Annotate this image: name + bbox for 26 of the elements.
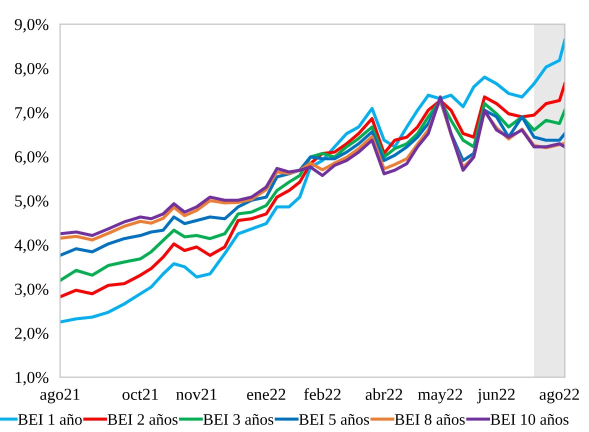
- x-tick-label: abr22: [366, 388, 402, 400]
- line-series: [60, 38, 565, 324]
- y-tick-label: 5,0%: [15, 195, 48, 210]
- x-tick-label: feb22: [304, 388, 341, 400]
- x-tick-label: ago21: [40, 388, 80, 404]
- y-tick-label: 4,0%: [14, 239, 48, 254]
- legend-label: BEI 5 años: [299, 414, 370, 425]
- y-tick-label: 6,0%: [14, 151, 48, 165]
- y-tick-label: 7,0%: [15, 107, 48, 121]
- line-series: [60, 82, 565, 298]
- y-tick-label: 8,0%: [14, 63, 48, 77]
- legend-label: BEI 1 año: [18, 414, 82, 425]
- x-tick-label: ene22: [247, 388, 286, 400]
- x-tick-label: ago22: [540, 388, 579, 404]
- y-tick-label: 9,0%: [14, 18, 48, 33]
- legend-label: BEI 10 años: [490, 414, 568, 425]
- y-tick-label: 2,0%: [14, 328, 48, 342]
- legend-label: BEI 2 años: [108, 414, 178, 425]
- x-tick-label: oct21: [122, 388, 158, 400]
- legend-label: BEI 3 años: [203, 414, 274, 425]
- x-tick-label: nov21: [176, 388, 216, 400]
- legend-label: BEI 8 años: [394, 414, 465, 425]
- x-tick-label: jun22: [477, 388, 515, 404]
- y-tick-label: 3,0%: [15, 284, 48, 298]
- x-tick-label: may22: [418, 388, 462, 404]
- y-tick-label: 1,0%: [16, 372, 48, 386]
